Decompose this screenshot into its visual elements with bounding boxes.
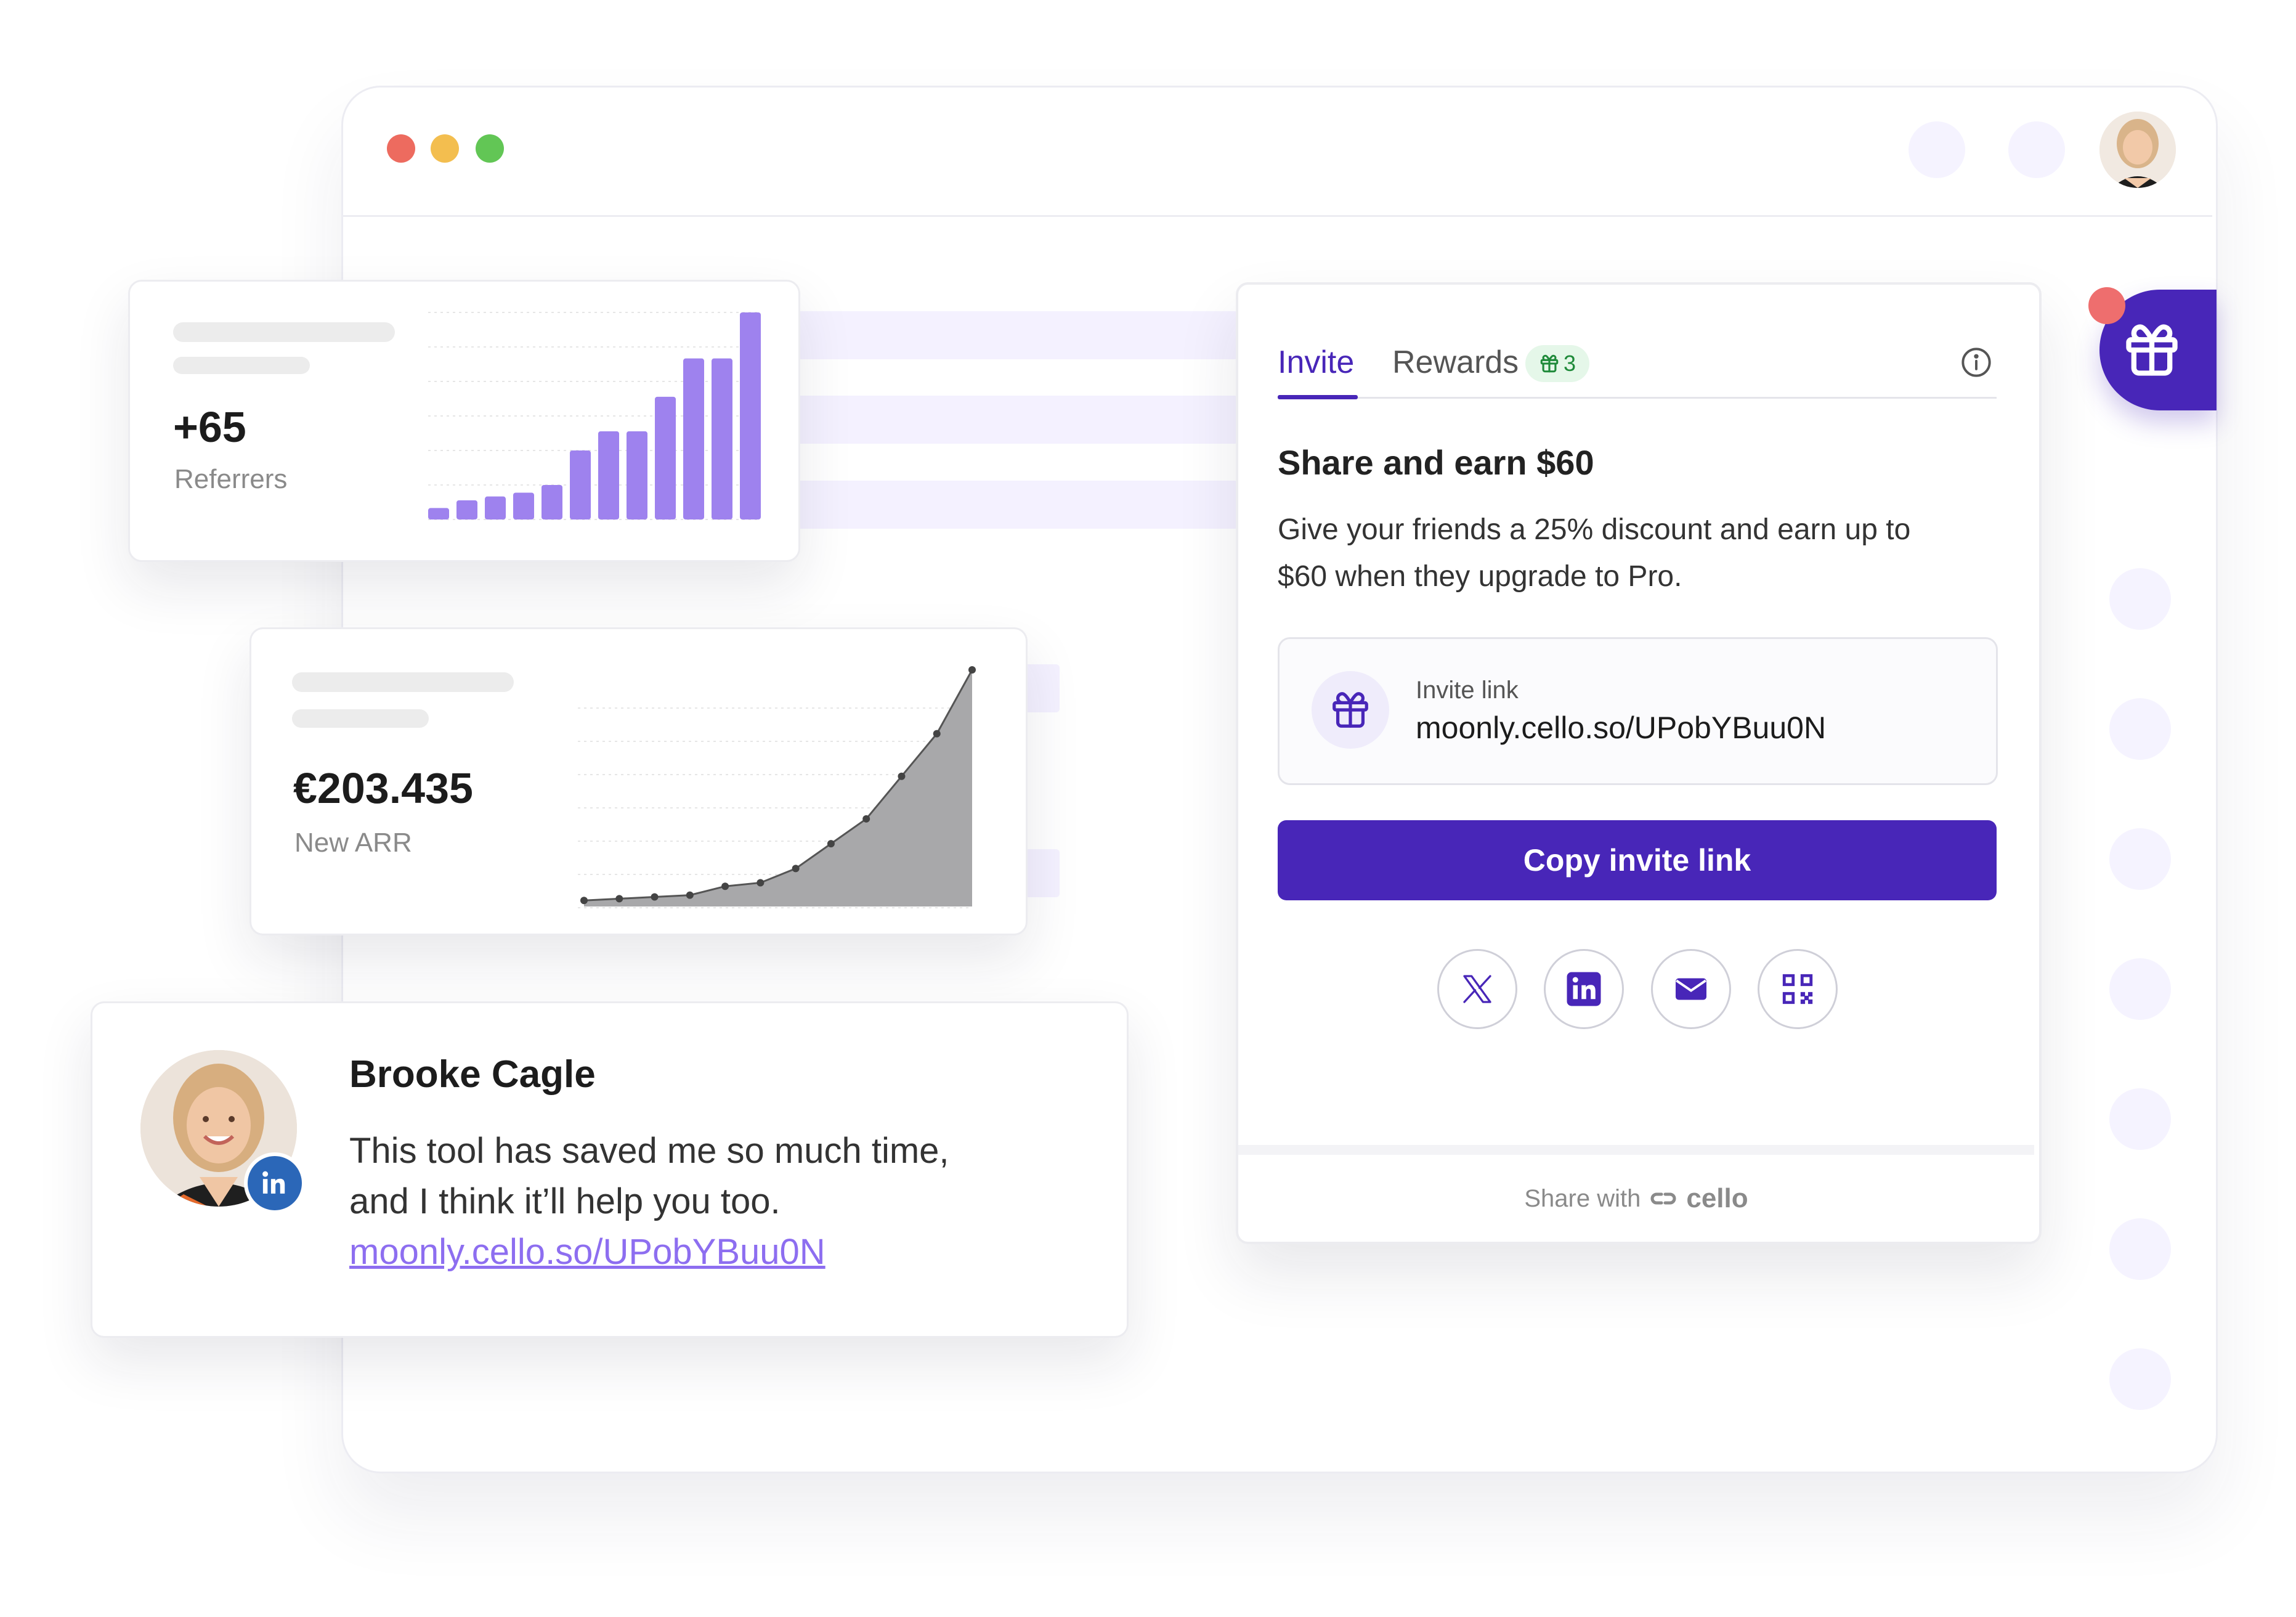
arr-point [968,666,976,674]
referrers-label: Referrers [174,464,288,494]
share-linkedin-button[interactable] [1544,949,1624,1029]
tab-rewards[interactable]: Rewards [1392,344,1519,380]
card-title-skeleton [173,322,395,342]
invite-link-value: moonly.cello.so/UPobYBuu0N [1416,711,1827,745]
referrers-bar [683,358,704,519]
cello-brand: cello [1686,1183,1748,1213]
referrers-bar [655,396,676,519]
sidebar-placeholder-icon[interactable] [2109,698,2171,760]
gift-icon [2126,324,2178,376]
arr-point [898,772,906,780]
user-avatar[interactable] [2099,112,2176,188]
gift-icon [1540,354,1559,373]
card-subtitle-skeleton [292,709,429,728]
arr-point [686,891,694,899]
content-placeholder-bar [789,396,1238,444]
arr-area-fill [584,670,972,906]
new-arr-value: €203.435 [293,764,473,812]
referrers-bar [456,500,477,519]
new-arr-area-chart [578,666,976,908]
new-arr-label: New ARR [294,828,412,858]
widget-footer-divider [1238,1145,2034,1155]
referrers-stat-card: +65 Referrers [128,280,800,562]
arr-point [933,730,941,738]
sidebar-placeholder-icon[interactable] [2109,958,2171,1020]
toolbar-placeholder-icon[interactable] [1909,121,1965,178]
arr-point [580,897,588,905]
invite-link-field[interactable] [1278,637,1998,785]
linkedin-badge [244,1152,306,1214]
rewards-count-badge: 3 [1525,345,1589,382]
close-window-button[interactable] [387,134,415,163]
content-placeholder-bar [789,481,1238,529]
copy-invite-link-button[interactable]: Copy invite link [1278,820,1997,900]
rewards-count: 3 [1563,351,1576,376]
share-x-button[interactable] [1437,949,1517,1029]
minimize-window-button[interactable] [431,134,459,163]
referrers-bar [570,450,591,519]
arr-point [827,840,835,848]
widget-title: Share and earn $60 [1278,443,1594,482]
content-placeholder-bar [1023,664,1060,712]
card-title-skeleton [292,672,514,692]
testimonial-message-line-2: and I think it’ll help you too. [349,1181,781,1221]
gift-icon [1333,692,1368,728]
arr-line [583,669,973,902]
widget-description-line-2: $60 when they upgrade to Pro. [1278,560,1682,593]
titlebar-divider [343,215,2212,217]
invite-link-icon [1312,671,1389,749]
referrers-bar [598,431,619,519]
email-icon [1676,978,1706,1000]
arr-stat-card: €203.435 New ARR [249,627,1028,935]
referrers-bar [740,312,761,519]
sidebar-placeholder-icon[interactable] [2109,1218,2171,1280]
invite-link-label: Invite link [1416,677,1519,704]
arr-point [721,882,729,890]
referrers-bar [513,492,534,519]
maximize-window-button[interactable] [476,134,504,163]
cello-logo-icon [1650,1192,1676,1205]
referrers-bar [485,496,506,519]
linkedin-icon [1567,972,1601,1006]
referrers-bar [712,358,732,519]
content-placeholder-bar [789,311,1238,359]
sidebar-placeholder-icon[interactable] [2109,1348,2171,1410]
referrers-bar-chart [428,312,761,520]
arr-point [792,865,800,873]
arr-point [757,879,765,887]
referrers-count: +65 [173,403,246,451]
referrers-bar [542,485,562,519]
linkedin-icon [262,1171,285,1194]
arr-point [615,895,623,903]
toolbar-placeholder-icon[interactable] [2008,121,2065,178]
tab-invite[interactable]: Invite [1278,344,1355,380]
sidebar-placeholder-icon[interactable] [2109,568,2171,630]
x-icon [1463,975,1491,1003]
widget-footer: Share with cello [1236,1183,2037,1214]
referrers-bar [428,508,449,519]
testimonial-author: Brooke Cagle [349,1053,596,1096]
share-email-button[interactable] [1651,949,1731,1029]
qr-code-icon [1782,974,1813,1004]
tabs-divider [1278,397,1997,399]
active-tab-indicator [1278,395,1358,399]
share-qr-button[interactable] [1758,949,1838,1029]
testimonial-invite-link[interactable]: moonly.cello.so/UPobYBuu0N [349,1232,826,1272]
arr-point [862,815,870,823]
card-subtitle-skeleton [173,357,310,374]
sidebar-placeholder-icon[interactable] [2109,1088,2171,1150]
sidebar-placeholder-icon[interactable] [2109,828,2171,890]
testimonial-message-line-1: This tool has saved me so much time, [349,1131,949,1171]
share-with-label: Share with [1524,1184,1641,1212]
widget-description-line-1: Give your friends a 25% discount and ear… [1278,513,1911,546]
referrers-bar [627,431,647,519]
notification-dot [2088,287,2125,324]
arr-point [651,893,659,901]
info-icon[interactable] [1960,346,1992,378]
content-placeholder-bar [1023,849,1060,897]
